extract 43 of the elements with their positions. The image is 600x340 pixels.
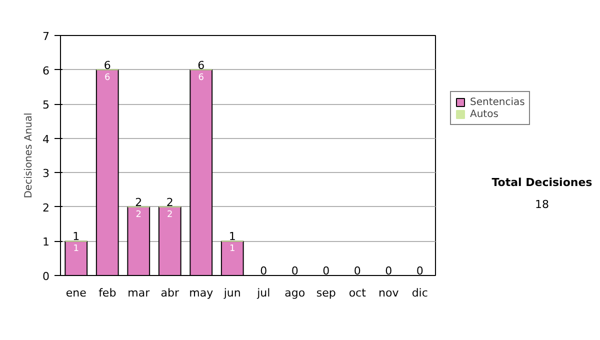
total-label: 6	[104, 58, 111, 72]
total-label: 0	[322, 264, 330, 278]
total-label: 0	[385, 264, 392, 278]
y-tick-label: 5	[42, 98, 50, 112]
total-label: 0	[260, 264, 268, 278]
x-tick-label: feb	[98, 286, 116, 300]
x-tick-label: dic	[412, 286, 428, 300]
data-label: 2	[167, 210, 173, 220]
y-tick-label: 1	[42, 236, 50, 249]
legend-label: Autos	[470, 108, 498, 120]
x-tick-label: oct	[348, 286, 367, 300]
y-axis-title: Decisiones Anual	[24, 112, 34, 198]
text: 18	[534, 196, 550, 212]
y-tick-label: 3	[42, 167, 50, 180]
total-label: 2	[135, 196, 142, 209]
y-tick-label: 0	[42, 270, 50, 283]
data-label: 6	[104, 72, 111, 83]
total-label: 0	[291, 264, 298, 278]
legend-label: Sentencias	[470, 96, 525, 108]
x-tick-label: nov	[378, 286, 400, 300]
data-label: 1	[73, 244, 79, 254]
x-tick-label: abr	[160, 286, 180, 300]
total-label: 6	[198, 58, 205, 72]
y-tick-label: 2	[42, 201, 50, 214]
total-label: 0	[416, 264, 424, 278]
x-tick-label: ago	[284, 286, 306, 300]
total-label: 0	[354, 264, 361, 278]
x-tick-label: jun	[222, 286, 241, 300]
data-label: 2	[136, 210, 142, 220]
y-tick-label: 4	[42, 132, 50, 146]
x-tick-label: jul	[256, 286, 270, 300]
x-tick-label: ene	[66, 286, 87, 300]
data-label: 6	[198, 72, 204, 83]
total-label: 1	[228, 230, 236, 244]
x-tick-label: may	[189, 286, 214, 300]
x-tick-label: mar	[128, 286, 150, 300]
x-tick-label: sep	[316, 286, 336, 300]
data-label: 1	[230, 244, 236, 254]
total-label: 2	[166, 196, 174, 209]
y-tick-label: 7	[42, 30, 50, 43]
text: Total Decisiones	[490, 175, 594, 191]
total-label: 1	[72, 230, 80, 244]
y-tick-label: 6	[42, 64, 50, 78]
